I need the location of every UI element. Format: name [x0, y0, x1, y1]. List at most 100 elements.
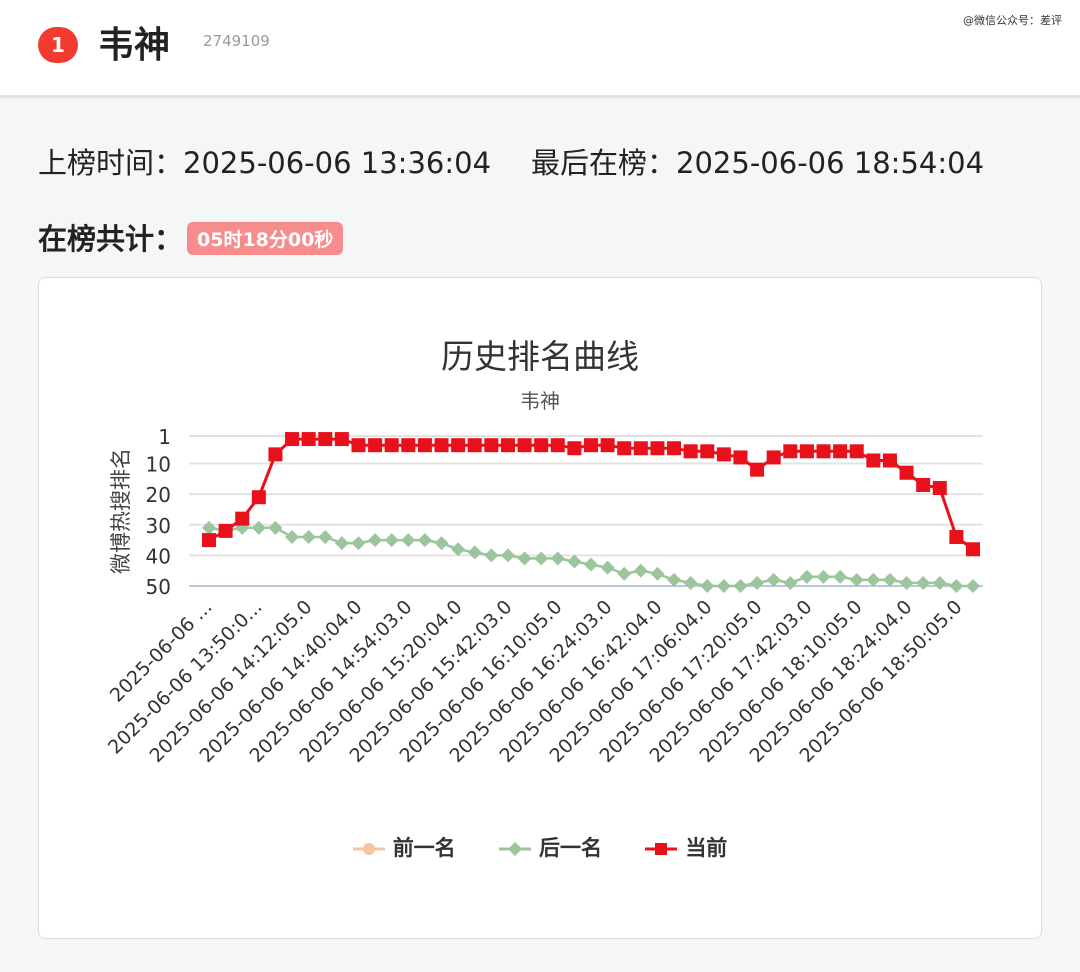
data-point-next	[899, 575, 914, 590]
legend-item-prev[interactable]: 前一名	[352, 832, 456, 862]
last-time-value: 2025-06-06 18:54:04	[676, 146, 985, 180]
data-point-next	[251, 520, 266, 535]
data-point-current	[932, 481, 947, 496]
data-point-next	[301, 530, 316, 545]
chart-subtitle: 韦神	[520, 389, 560, 413]
data-point-current	[866, 453, 881, 468]
data-point-current	[434, 438, 449, 453]
data-point-next	[932, 575, 947, 590]
data-point-current	[766, 450, 781, 465]
data-point-current	[949, 530, 964, 545]
data-point-current	[218, 523, 233, 538]
data-point-current	[633, 441, 648, 456]
data-point-current	[500, 438, 515, 453]
data-point-current	[517, 438, 532, 453]
y-tick-label: 10	[146, 453, 171, 477]
data-point-current	[318, 432, 333, 447]
data-point-next	[451, 542, 466, 557]
data-point-current	[750, 462, 765, 477]
data-point-current	[600, 438, 615, 453]
data-point-next	[600, 560, 615, 575]
data-point-next	[268, 520, 283, 535]
data-point-current	[550, 438, 565, 453]
data-point-current	[417, 438, 432, 453]
data-point-current	[368, 438, 383, 453]
y-tick-label: 20	[146, 483, 171, 507]
data-point-next	[285, 530, 300, 545]
data-point-next	[401, 533, 416, 548]
data-point-next	[750, 575, 765, 590]
data-point-next	[700, 579, 715, 593]
watermark: @微信公众号：差评	[963, 14, 1062, 27]
duration-badge: 05时18分00秒	[187, 221, 344, 255]
data-point-next	[916, 575, 931, 590]
data-point-current	[301, 432, 316, 447]
y-tick-label: 40	[146, 544, 171, 568]
data-point-current	[700, 444, 715, 459]
y-axis-title: 微博热搜排名	[109, 448, 133, 574]
data-point-current	[268, 447, 283, 462]
chart-legend: 前一名 后一名 当前	[0, 832, 1080, 862]
data-point-current	[849, 444, 864, 459]
total-duration-row: 在榜共计： 05时18分00秒	[38, 216, 344, 258]
data-point-next	[633, 563, 648, 578]
data-point-next	[966, 579, 980, 593]
first-time-value: 2025-06-06 13:36:04	[183, 146, 492, 180]
data-point-current	[716, 447, 731, 462]
legend-label-current: 当前	[685, 836, 728, 860]
data-point-current	[617, 441, 632, 456]
data-point-current	[401, 438, 416, 453]
topic-title: 韦神	[98, 25, 171, 66]
data-point-next	[617, 566, 632, 581]
y-tick-label: 1	[158, 425, 171, 449]
data-point-current	[650, 441, 665, 456]
data-point-next	[517, 551, 532, 566]
data-point-next	[866, 572, 881, 587]
data-point-current	[384, 438, 399, 453]
data-point-current	[484, 438, 499, 453]
data-point-next	[467, 545, 482, 560]
data-point-current	[882, 453, 897, 468]
data-point-next	[500, 548, 515, 563]
data-point-current	[251, 490, 266, 505]
data-point-current	[334, 432, 349, 447]
data-point-next	[434, 536, 449, 551]
data-point-current	[966, 542, 980, 557]
last-time-label: 最后在榜：	[531, 146, 677, 180]
data-point-current	[467, 438, 482, 453]
data-point-next	[351, 536, 366, 551]
y-tick-label: 30	[146, 514, 171, 538]
chart-title: 历史排名曲线	[441, 337, 639, 376]
data-point-next	[766, 572, 781, 587]
data-point-next	[484, 548, 499, 563]
data-point-current	[816, 444, 831, 459]
total-duration-label: 在榜共计：	[38, 222, 184, 256]
chart-card: 1 10 20 30 40 50 微博热搜排名 2025-06-06 ... 2025-06-0…	[38, 277, 1042, 939]
data-point-current	[783, 444, 798, 459]
data-point-next	[534, 551, 549, 566]
legend-item-current[interactable]: 当前	[645, 832, 727, 862]
data-point-next	[716, 579, 731, 593]
legend-label-next: 后一名	[539, 836, 602, 860]
data-point-next	[384, 533, 399, 548]
data-point-current	[799, 444, 814, 459]
rank-badge: 1	[38, 27, 78, 63]
y-tick-label: 50	[146, 575, 171, 599]
data-point-next	[799, 569, 814, 584]
data-point-next	[683, 575, 698, 590]
data-point-next	[550, 551, 565, 566]
data-point-next	[318, 530, 333, 545]
legend-label-prev: 前一名	[392, 836, 456, 860]
data-point-next	[882, 572, 897, 587]
legend-diamond-icon	[499, 842, 531, 856]
data-point-next	[849, 572, 864, 587]
data-point-current	[584, 438, 598, 453]
topic-header: 1 韦神 2749109 @微信公众号：差评	[0, 0, 1080, 98]
data-point-next	[567, 554, 582, 569]
data-point-next	[816, 569, 831, 584]
data-point-next	[667, 572, 682, 587]
data-point-next	[202, 520, 216, 535]
legend-item-next[interactable]: 后一名	[499, 832, 602, 862]
data-point-next	[733, 579, 748, 593]
